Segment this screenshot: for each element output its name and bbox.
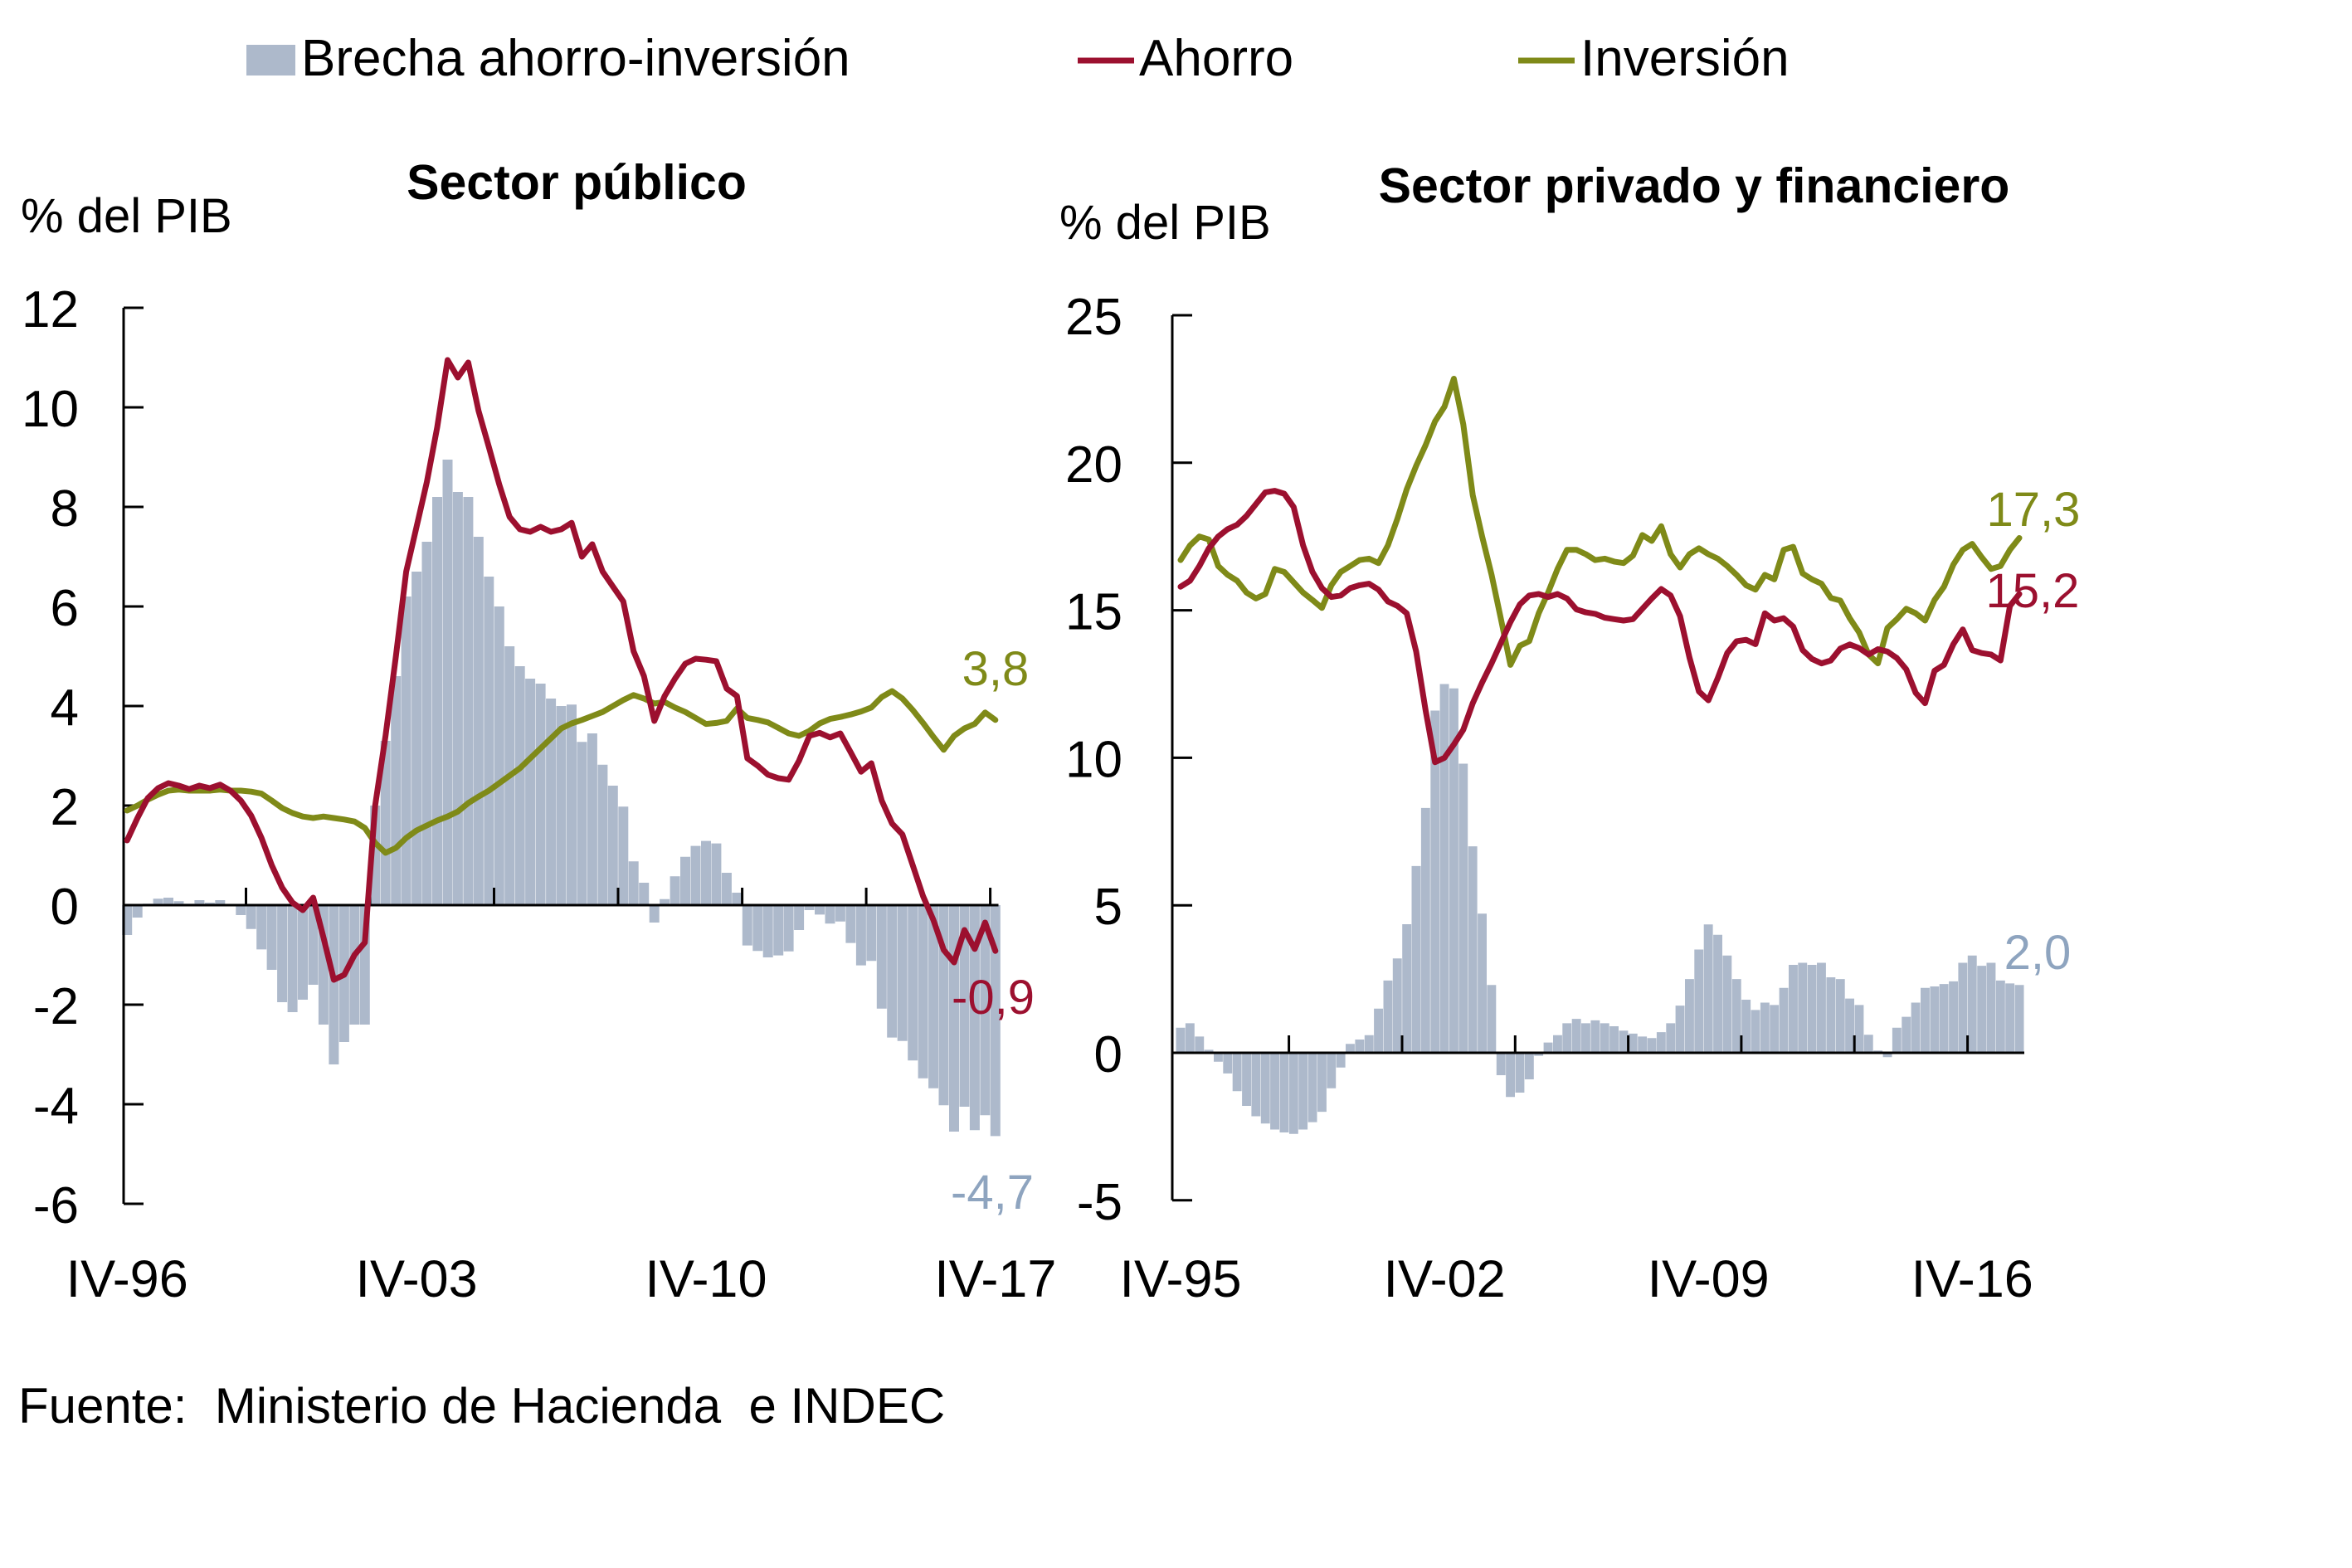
- svg-text:5: 5: [1094, 879, 1122, 936]
- svg-text:-5: -5: [1077, 1174, 1122, 1231]
- svg-text:6: 6: [51, 580, 79, 637]
- svg-text:12: 12: [22, 281, 79, 338]
- svg-text:0: 0: [51, 879, 79, 936]
- svg-text:IV-09: IV-09: [1648, 1250, 1770, 1308]
- svg-text:-0,9: -0,9: [952, 971, 1035, 1025]
- svg-text:4: 4: [51, 679, 79, 737]
- svg-text:25: 25: [1065, 289, 1122, 346]
- svg-text:Sector privado y financiero: Sector privado y financiero: [1379, 158, 2010, 213]
- svg-text:20: 20: [1065, 436, 1122, 494]
- svg-text:10: 10: [1065, 731, 1122, 788]
- svg-text:Fuente: Ministerio de Haciend: Fuente: Ministerio de Hacienda e INDEC: [18, 1378, 945, 1434]
- svg-text:10: 10: [22, 381, 79, 438]
- svg-text:-2: -2: [33, 978, 79, 1035]
- svg-text:IV-03: IV-03: [356, 1250, 478, 1308]
- svg-text:-6: -6: [33, 1177, 79, 1234]
- svg-text:IV-95: IV-95: [1119, 1250, 1241, 1308]
- svg-text:IV-10: IV-10: [645, 1250, 767, 1308]
- svg-text:IV-02: IV-02: [1384, 1250, 1506, 1308]
- svg-text:15: 15: [1065, 584, 1122, 641]
- svg-text:IV-16: IV-16: [1911, 1250, 2033, 1308]
- svg-text:2,0: 2,0: [2004, 926, 2072, 980]
- svg-text:3,8: 3,8: [962, 642, 1030, 696]
- svg-text:0: 0: [1094, 1026, 1122, 1083]
- svg-text:2: 2: [51, 779, 79, 836]
- svg-text:IV-17: IV-17: [934, 1250, 1056, 1308]
- svg-text:Sector público: Sector público: [407, 155, 747, 210]
- svg-text:-4: -4: [33, 1078, 79, 1135]
- svg-text:Brecha ahorro-inversión: Brecha ahorro-inversión: [301, 30, 850, 87]
- svg-text:IV-96: IV-96: [66, 1250, 188, 1308]
- svg-text:Ahorro: Ahorro: [1139, 30, 1293, 87]
- svg-text:% del PIB: % del PIB: [1059, 196, 1271, 250]
- svg-text:15,2: 15,2: [1986, 564, 2080, 618]
- svg-text:8: 8: [51, 480, 79, 538]
- svg-text:17,3: 17,3: [1987, 483, 2081, 537]
- svg-text:Inversión: Inversión: [1580, 30, 1790, 87]
- svg-text:% del PIB: % del PIB: [21, 189, 232, 243]
- svg-text:-4,7: -4,7: [951, 1166, 1034, 1220]
